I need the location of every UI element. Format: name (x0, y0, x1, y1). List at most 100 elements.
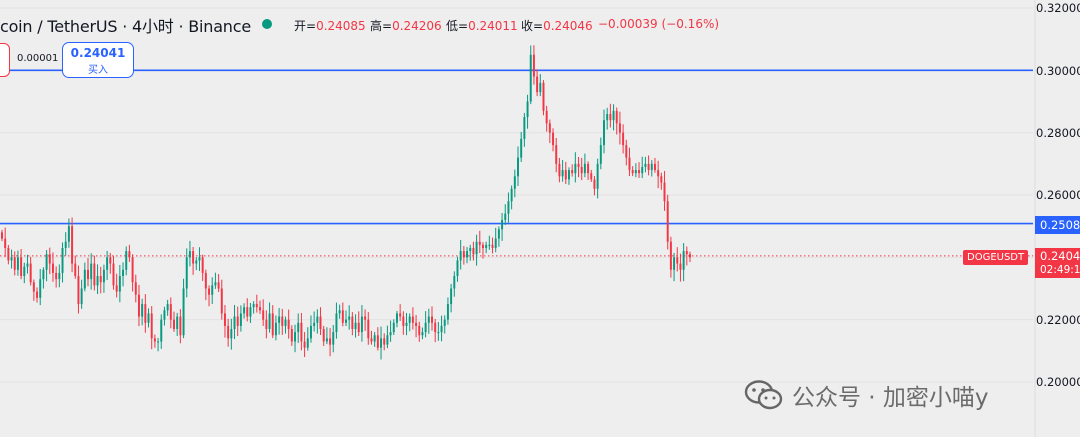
candle-body (185, 257, 188, 289)
candle-body (593, 179, 596, 189)
candle-body (628, 157, 631, 171)
candle-body (357, 322, 360, 333)
sell-button[interactable] (0, 43, 10, 77)
candle-body (606, 113, 609, 121)
candle-body (402, 316, 405, 326)
candle-body (13, 257, 16, 270)
buy-label: 买入 (88, 65, 108, 76)
buy-button[interactable]: 0.24041 买入 (62, 42, 134, 78)
candle-body (64, 241, 67, 248)
candle-body (268, 313, 271, 330)
candle-body (141, 304, 144, 317)
candle-body (20, 257, 23, 277)
candle-body (485, 244, 488, 248)
candle-body (644, 163, 647, 167)
ohlc-high: 高=0.24206 (370, 19, 442, 33)
candle-body (497, 229, 500, 239)
candle-body (278, 316, 281, 323)
candle-body (131, 257, 134, 283)
candle-body (313, 322, 316, 326)
symbol-tag: DOGEUSDT (963, 250, 1029, 265)
candle-body (459, 251, 462, 261)
candle-body (230, 329, 233, 339)
candle-body (685, 251, 688, 255)
candle-body (214, 282, 217, 286)
candle-body (42, 269, 45, 280)
candle-body (109, 257, 112, 264)
candle-body (163, 310, 166, 320)
candle-body (16, 257, 19, 270)
candle-body (526, 101, 529, 118)
candle-body (618, 123, 621, 133)
candle-body (437, 332, 440, 334)
candle-body (622, 132, 625, 146)
candle-body (93, 263, 96, 286)
candle-body (542, 82, 545, 111)
candle-body (472, 247, 475, 255)
candle-body (195, 260, 198, 264)
candle-body (122, 269, 125, 277)
axis-tick: 0.26000 (1036, 188, 1080, 202)
candle-body (316, 316, 319, 323)
candle-body (650, 163, 653, 171)
last-price-label: 0.24046 02:49:1 (1035, 248, 1080, 278)
candle-body (641, 166, 644, 174)
candle-body (415, 322, 418, 326)
symbol-title[interactable]: coin / TetherUS · 4小时 · Binance (0, 17, 251, 36)
candle-body (673, 257, 676, 270)
buy-price: 0.24041 (70, 46, 126, 60)
candle-body (380, 338, 383, 348)
axis-tick: 0.20000 (1036, 375, 1080, 389)
candle-body (1, 232, 3, 239)
candle-body (676, 257, 679, 264)
candle-body (262, 310, 265, 320)
candle-body (360, 316, 363, 333)
last-price: 0.24046 (1040, 249, 1080, 263)
candle-body (306, 338, 309, 348)
candle-body (96, 276, 99, 286)
candle-body (689, 254, 691, 258)
candle-body (558, 163, 561, 177)
candle-body (376, 335, 379, 348)
candle-body (51, 263, 54, 273)
candle-body (545, 110, 548, 124)
candle-body (157, 341, 160, 343)
candle-body (587, 163, 590, 174)
candle-body (259, 307, 261, 311)
candle-body (440, 325, 443, 333)
candle-body (341, 310, 344, 323)
candle-body (427, 316, 430, 323)
candle-body (80, 288, 83, 305)
candle-body (603, 120, 605, 146)
candle-body (504, 213, 507, 220)
candle-body (462, 251, 465, 258)
candle-body (36, 291, 39, 298)
candle-body (233, 316, 236, 330)
candle-body (208, 288, 211, 295)
candle-body (128, 251, 131, 258)
candle-body (501, 219, 504, 230)
candle-body (217, 282, 220, 289)
candle-body (125, 251, 128, 270)
candle-body (332, 332, 335, 345)
grid-layer (0, 0, 1036, 437)
candle-body (204, 272, 207, 289)
line-price-label: 0.25085 (1035, 216, 1080, 234)
axis-tick: 0.30000 (1036, 64, 1080, 78)
candle-body (596, 163, 599, 189)
candle-body (351, 316, 354, 330)
candle-body (491, 244, 494, 248)
candle-body (249, 307, 252, 317)
candle-body (450, 288, 453, 305)
candle-body (77, 276, 80, 305)
ohlc-open: 开=0.24085 (294, 19, 366, 33)
candle-body (329, 338, 332, 345)
candle-body (577, 163, 580, 167)
candle-body (663, 182, 666, 202)
candle-body (488, 244, 491, 246)
candle-body (434, 322, 437, 333)
candle-body (453, 276, 456, 289)
candle-body (169, 304, 172, 320)
